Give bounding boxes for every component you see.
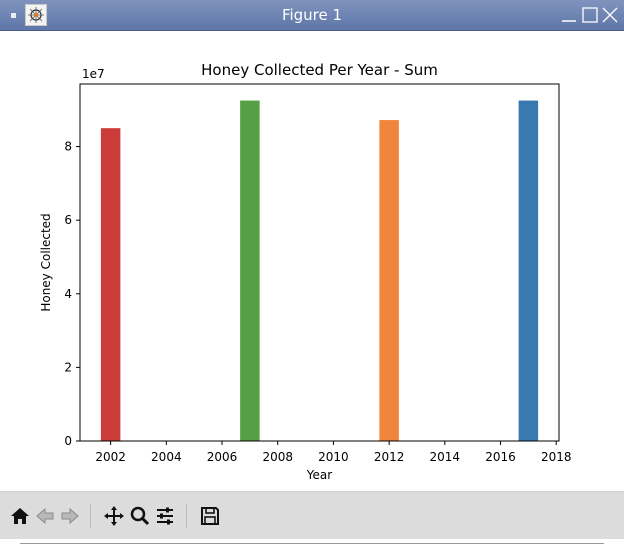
x-tick-label: 2010 [318,450,349,464]
bar-2017 [518,100,539,441]
configure-subplots-icon[interactable] [153,504,177,528]
window-title: Figure 1 [281,6,343,24]
zoom-icon[interactable] [128,504,152,528]
figure-canvas[interactable]: 2002 2004 2006 2008 2010 2012 2014 2016 2018 0 2 4… [0,31,624,491]
save-icon[interactable] [198,504,222,528]
y-tick-label: 8 [64,140,72,154]
bar-chart: 2002 2004 2006 2008 2010 2012 2014 2016 2018 0 2 4… [39,61,572,482]
bar-2002 [100,128,121,441]
y-tick-label: 4 [64,287,72,301]
app-icon[interactable] [25,4,47,26]
x-tick-label: 2014 [430,450,461,464]
x-tick-label: 2012 [374,450,405,464]
toolbar-separator [90,504,91,528]
status-strip [0,539,624,548]
chart-title: Honey Collected Per Year - Sum [201,61,438,79]
divider [20,543,604,544]
pan-icon[interactable] [102,504,126,528]
toolbar-separator [186,504,187,528]
x-axis-label: Year [306,468,332,482]
bar-2012 [379,120,399,441]
close-icon[interactable] [601,6,619,24]
bar-2007 [240,100,260,441]
maximize-icon[interactable] [581,6,599,24]
y-tick-label: 6 [64,213,72,227]
x-tick-label: 2002 [95,450,126,464]
back-arrow-icon[interactable] [33,504,57,528]
axes-frame [79,83,560,442]
x-tick-label: 2008 [262,450,293,464]
x-tick-label: 2006 [207,450,238,464]
minimize-icon[interactable] [560,6,578,24]
x-tick-label: 2018 [541,450,572,464]
window-menu-dot-icon[interactable] [11,13,16,18]
home-icon[interactable] [8,504,32,528]
navigation-toolbar [0,491,624,539]
window-titlebar: Figure 1 [0,0,624,31]
y-tick-label: 0 [64,434,72,448]
x-tick-label: 2016 [485,450,516,464]
y-axis-label: Honey Collected [39,213,53,311]
y-tick-label: 2 [64,360,72,374]
x-tick-label: 2004 [151,450,182,464]
forward-arrow-icon[interactable] [58,504,82,528]
y-offset-label: 1e7 [82,67,105,81]
